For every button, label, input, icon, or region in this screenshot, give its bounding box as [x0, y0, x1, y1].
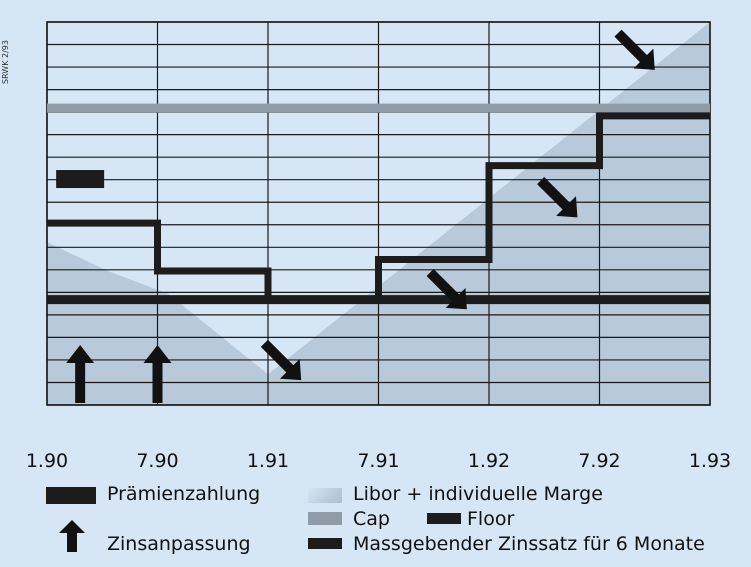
x-tick-label: 1.93 — [689, 450, 731, 470]
x-tick-label: 1.91 — [247, 450, 289, 470]
legend-libor: Libor + individuelle Marge — [353, 483, 603, 505]
libor-area — [47, 22, 710, 405]
zins-legend-arrow-icon — [59, 520, 85, 552]
pointer-arrow-shape — [426, 268, 467, 310]
pointer-arrow-shape — [614, 29, 655, 70]
legend-praemie: Prämienzahlung — [107, 483, 261, 505]
rate-step-line — [47, 112, 710, 304]
chart: 1.90 7.90 1.91 7.91 1.92 7.92 1.93 — [26, 21, 731, 470]
pointer-arrow-shape — [537, 177, 578, 218]
pointer-arrow-icon — [426, 268, 467, 310]
pointer-arrow-icon — [537, 177, 578, 218]
marker-layer — [56, 29, 655, 403]
tick-layer: 1.90 7.90 1.91 7.91 1.92 7.92 1.93 — [26, 450, 731, 470]
plot-frame — [46, 21, 711, 406]
x-tick-label: 7.91 — [357, 450, 399, 470]
x-tick-label: 7.90 — [136, 450, 178, 470]
legend-mass: Massgebender Zinssatz für 6 Monate — [353, 533, 705, 555]
pointer-arrow-icon — [614, 29, 655, 70]
x-tick-label: 7.92 — [578, 450, 620, 470]
libor-swatch — [308, 488, 342, 503]
x-tick-label: 1.92 — [468, 450, 510, 470]
legend-cap: Cap — [353, 508, 390, 530]
mass-swatch — [308, 538, 342, 549]
legend-floor: Floor — [467, 508, 515, 530]
zinsanpassung-arrow-icon — [143, 345, 172, 403]
pointer-arrow-icon — [260, 339, 302, 381]
x-tick-label: 1.90 — [26, 450, 68, 470]
praemie-marker — [56, 170, 105, 189]
legend-zins: Zinsanpassung — [107, 533, 251, 555]
pointer-arrow-shape — [260, 339, 302, 381]
cap-swatch — [308, 512, 342, 525]
rate-layer — [47, 112, 710, 304]
floor-swatch — [427, 513, 461, 524]
zinsanpassung-arrow-icon — [66, 345, 95, 403]
praemie-swatch — [46, 487, 96, 504]
